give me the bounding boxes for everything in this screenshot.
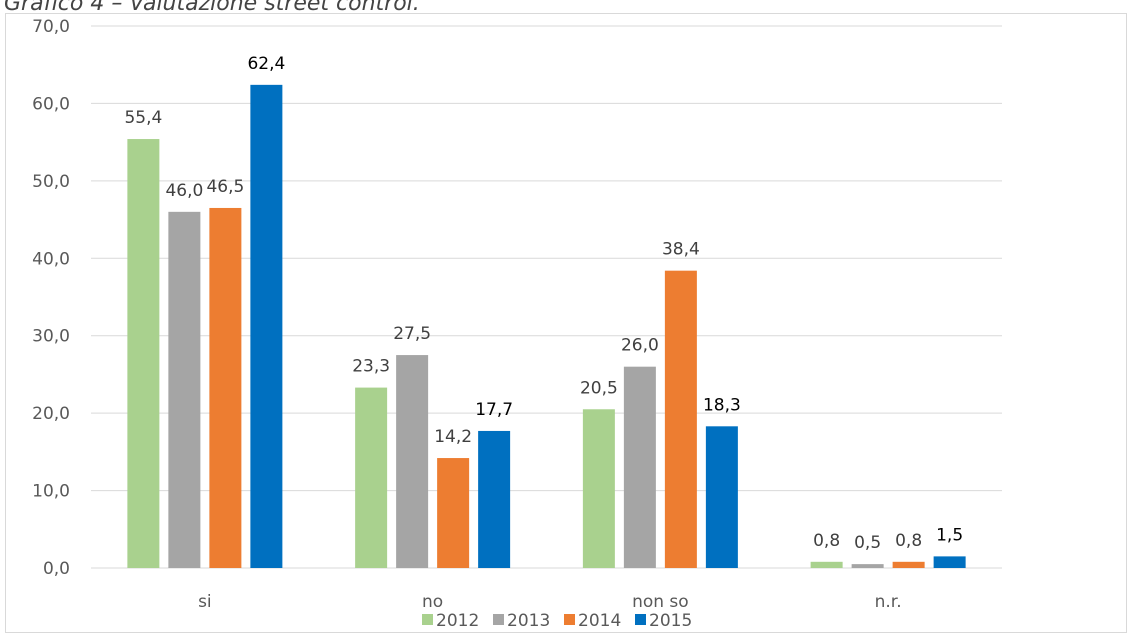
x-tick-label: non so — [632, 592, 689, 612]
data-label: 14,2 — [434, 427, 472, 447]
bar — [933, 556, 966, 568]
bar — [582, 409, 615, 568]
legend-label: 2012 — [436, 611, 479, 631]
bar — [664, 270, 697, 568]
data-label: 62,4 — [247, 54, 285, 74]
bar — [892, 561, 925, 568]
y-tick-label: 50,0 — [32, 172, 70, 192]
bar — [478, 430, 511, 568]
chart-title: Grafico 4 – Valutazione street control. — [4, 0, 420, 16]
bar — [851, 564, 884, 568]
legend-swatch — [635, 614, 646, 625]
legend-swatch — [422, 614, 433, 625]
data-label: 18,3 — [703, 395, 741, 415]
data-label: 46,0 — [165, 181, 203, 201]
x-tick-label: si — [198, 592, 212, 612]
legend-swatch — [493, 614, 504, 625]
bar — [705, 426, 738, 568]
legend-swatch — [564, 614, 575, 625]
data-label: 1,5 — [936, 525, 963, 545]
bar — [355, 387, 388, 568]
data-label: 23,3 — [352, 357, 390, 377]
y-tick-label: 40,0 — [32, 249, 70, 269]
chart-frame — [5, 13, 1127, 633]
data-label: 0,8 — [813, 531, 840, 551]
bar — [437, 458, 470, 568]
x-tick-label: n.r. — [875, 592, 902, 612]
legend-label: 2014 — [578, 611, 621, 631]
bar — [810, 561, 843, 568]
data-label: 17,7 — [475, 400, 513, 420]
bar — [209, 207, 242, 568]
y-tick-label: 0,0 — [43, 559, 70, 579]
y-tick-label: 60,0 — [32, 94, 70, 114]
y-tick-label: 20,0 — [32, 404, 70, 424]
y-tick-label: 10,0 — [32, 482, 70, 502]
data-label: 55,4 — [124, 108, 162, 128]
data-label: 46,5 — [206, 177, 244, 197]
bar — [396, 355, 429, 568]
legend-label: 2013 — [507, 611, 550, 631]
data-label: 27,5 — [393, 324, 431, 344]
y-tick-label: 30,0 — [32, 327, 70, 347]
data-label: 20,5 — [580, 378, 618, 398]
data-label: 0,8 — [895, 531, 922, 551]
data-label: 0,5 — [854, 533, 881, 553]
y-tick-label: 70,0 — [32, 17, 70, 37]
legend-label: 2015 — [649, 611, 692, 631]
data-label: 38,4 — [662, 240, 700, 260]
bar — [127, 139, 160, 568]
bar — [623, 366, 656, 568]
data-label: 26,0 — [621, 336, 659, 356]
bar — [168, 211, 201, 569]
x-tick-label: no — [422, 592, 443, 612]
bar — [250, 84, 283, 569]
